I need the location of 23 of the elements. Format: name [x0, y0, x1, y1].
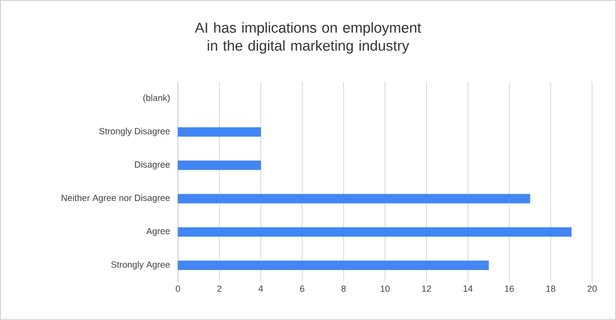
bar	[178, 160, 261, 170]
x-tick-label: 4	[258, 286, 264, 292]
bar	[178, 260, 489, 270]
x-tick-label: 6	[300, 286, 304, 292]
y-tick-label: Strongly Disagree	[99, 128, 170, 136]
x-tick-label: 0	[176, 286, 180, 292]
bar	[178, 194, 530, 204]
x-tick-label: 16	[504, 286, 514, 292]
y-tick-label: (blank)	[143, 94, 170, 103]
x-tick-label: 18	[546, 286, 556, 292]
y-tick-label: Agree	[146, 228, 170, 236]
x-tick-label: 10	[380, 286, 390, 292]
x-tick-label: 2	[217, 286, 222, 292]
y-tick-label: Neither Agree nor Disagree	[62, 194, 170, 203]
y-tick-label: Disagree	[135, 161, 170, 170]
chart-title: AI has implications on employment in the digital marketing industry	[194, 22, 422, 54]
x-tick-label: 12	[422, 286, 431, 292]
y-tick-label: Strongly Agree	[111, 261, 170, 270]
x-tick-label: 8	[342, 286, 346, 292]
bar	[178, 227, 572, 237]
x-tick-label: 14	[464, 286, 473, 292]
bar	[178, 127, 261, 137]
x-tick-label: 20	[588, 286, 597, 292]
